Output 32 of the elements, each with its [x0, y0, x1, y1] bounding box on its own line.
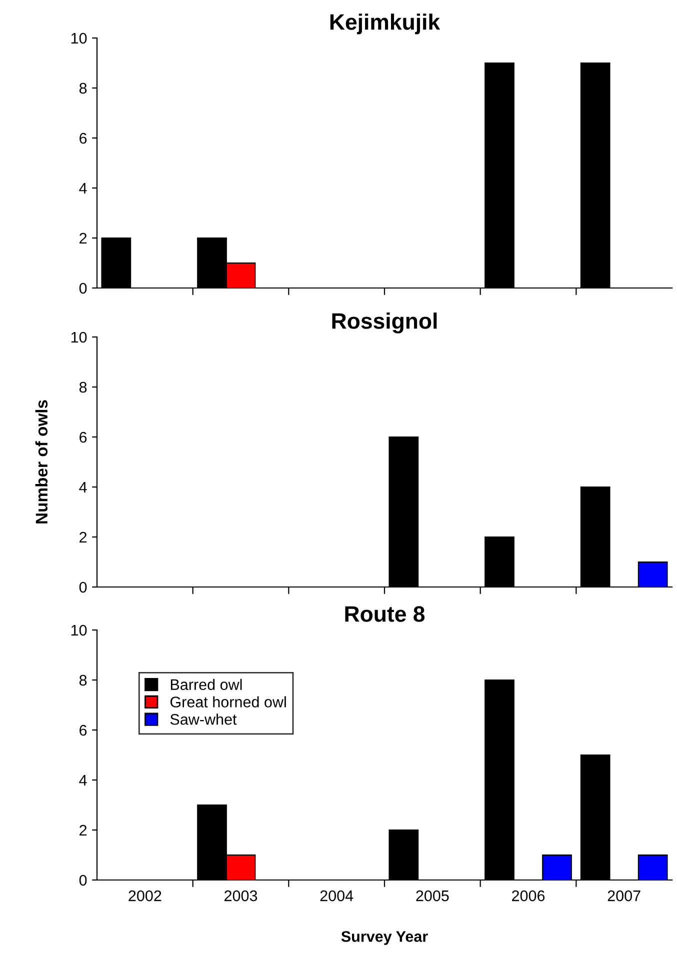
legend-label: Great horned owl [170, 696, 286, 708]
y-tick-label: 2 [80, 824, 87, 836]
y-tick-label: 6 [80, 132, 87, 144]
legend-label: Saw-whet [170, 714, 237, 725]
y-tick-label: 8 [79, 82, 87, 94]
x-tick-label: 2002 [128, 890, 162, 902]
x-tick-label: 2007 [608, 890, 640, 902]
y-tick-label: 4 [79, 775, 87, 786]
y-tick-label: 6 [80, 724, 87, 736]
chart-title: Rossignol [332, 312, 437, 334]
y-tick-label: 10 [71, 32, 87, 44]
y-tick-label: 0 [79, 874, 87, 886]
y-axis-title: Number of owls [35, 400, 48, 524]
y-tick-label: 4 [79, 183, 87, 194]
x-tick-label: 2006 [512, 890, 545, 902]
y-tick-label: 10 [71, 332, 87, 343]
x-tick-label: 2004 [320, 890, 354, 902]
y-tick-label: 8 [79, 674, 87, 686]
y-tick-label: 4 [79, 482, 87, 493]
y-tick-label: 0 [79, 282, 87, 294]
legend-label: Barred owl [170, 678, 242, 690]
x-tick-label: 2003 [224, 890, 258, 902]
y-tick-label: 2 [80, 532, 87, 543]
y-tick-label: 2 [80, 232, 87, 244]
chart-title: Kejimkujik [330, 14, 440, 34]
chart-title: Route 8 [345, 606, 425, 622]
y-tick-label: 10 [71, 624, 87, 636]
y-tick-label: 8 [79, 382, 87, 393]
y-tick-label: 6 [80, 432, 87, 443]
x-tick-label: 2005 [416, 890, 449, 902]
y-tick-label: 0 [79, 582, 87, 593]
x-axis-title: Survey Year [341, 931, 428, 945]
